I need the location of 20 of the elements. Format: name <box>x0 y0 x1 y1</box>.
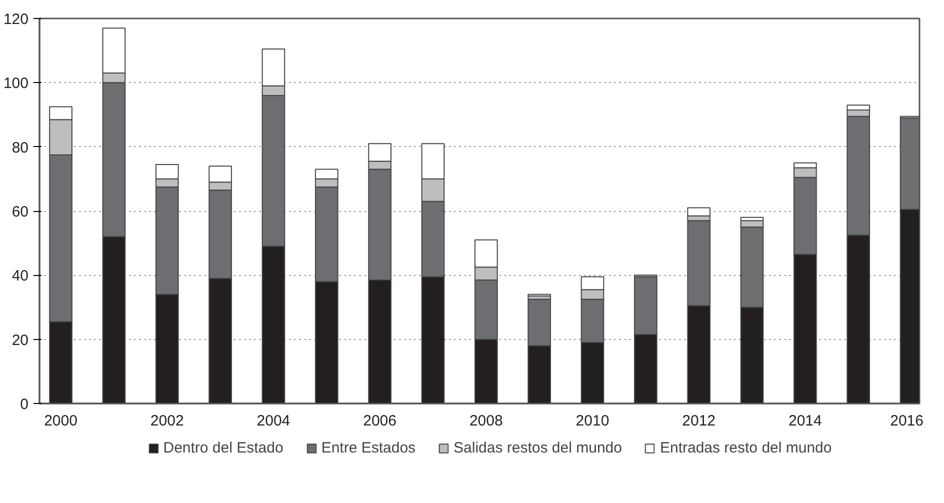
x-tick-label: 2016 <box>890 412 924 430</box>
x-tick-label: 2010 <box>576 412 610 430</box>
y-tick-label: 100 <box>3 75 29 92</box>
legend-label: Dentro del Estado <box>163 440 284 456</box>
y-tick-label: 20 <box>12 332 29 349</box>
y-tick-label: 40 <box>12 268 29 285</box>
legend-label: Salidas restos del mundo <box>454 440 622 456</box>
x-tick-label: 2008 <box>469 412 503 430</box>
x-tick-label: 2014 <box>788 412 822 430</box>
x-tick-label: 2006 <box>363 412 396 430</box>
x-tick-label: 2004 <box>256 412 290 430</box>
x-tick-label: 2012 <box>682 412 716 430</box>
y-tick-label: 80 <box>12 139 29 156</box>
legend-label: Entradas resto del mundo <box>660 440 832 456</box>
x-tick-label: 2002 <box>150 412 184 430</box>
y-tick-label: 60 <box>12 204 29 220</box>
x-tick-label: 2000 <box>44 412 78 430</box>
legend-label: Entre Estados <box>321 440 416 456</box>
y-tick-label: 0 <box>20 396 28 413</box>
y-tick-label: 120 <box>3 11 29 28</box>
